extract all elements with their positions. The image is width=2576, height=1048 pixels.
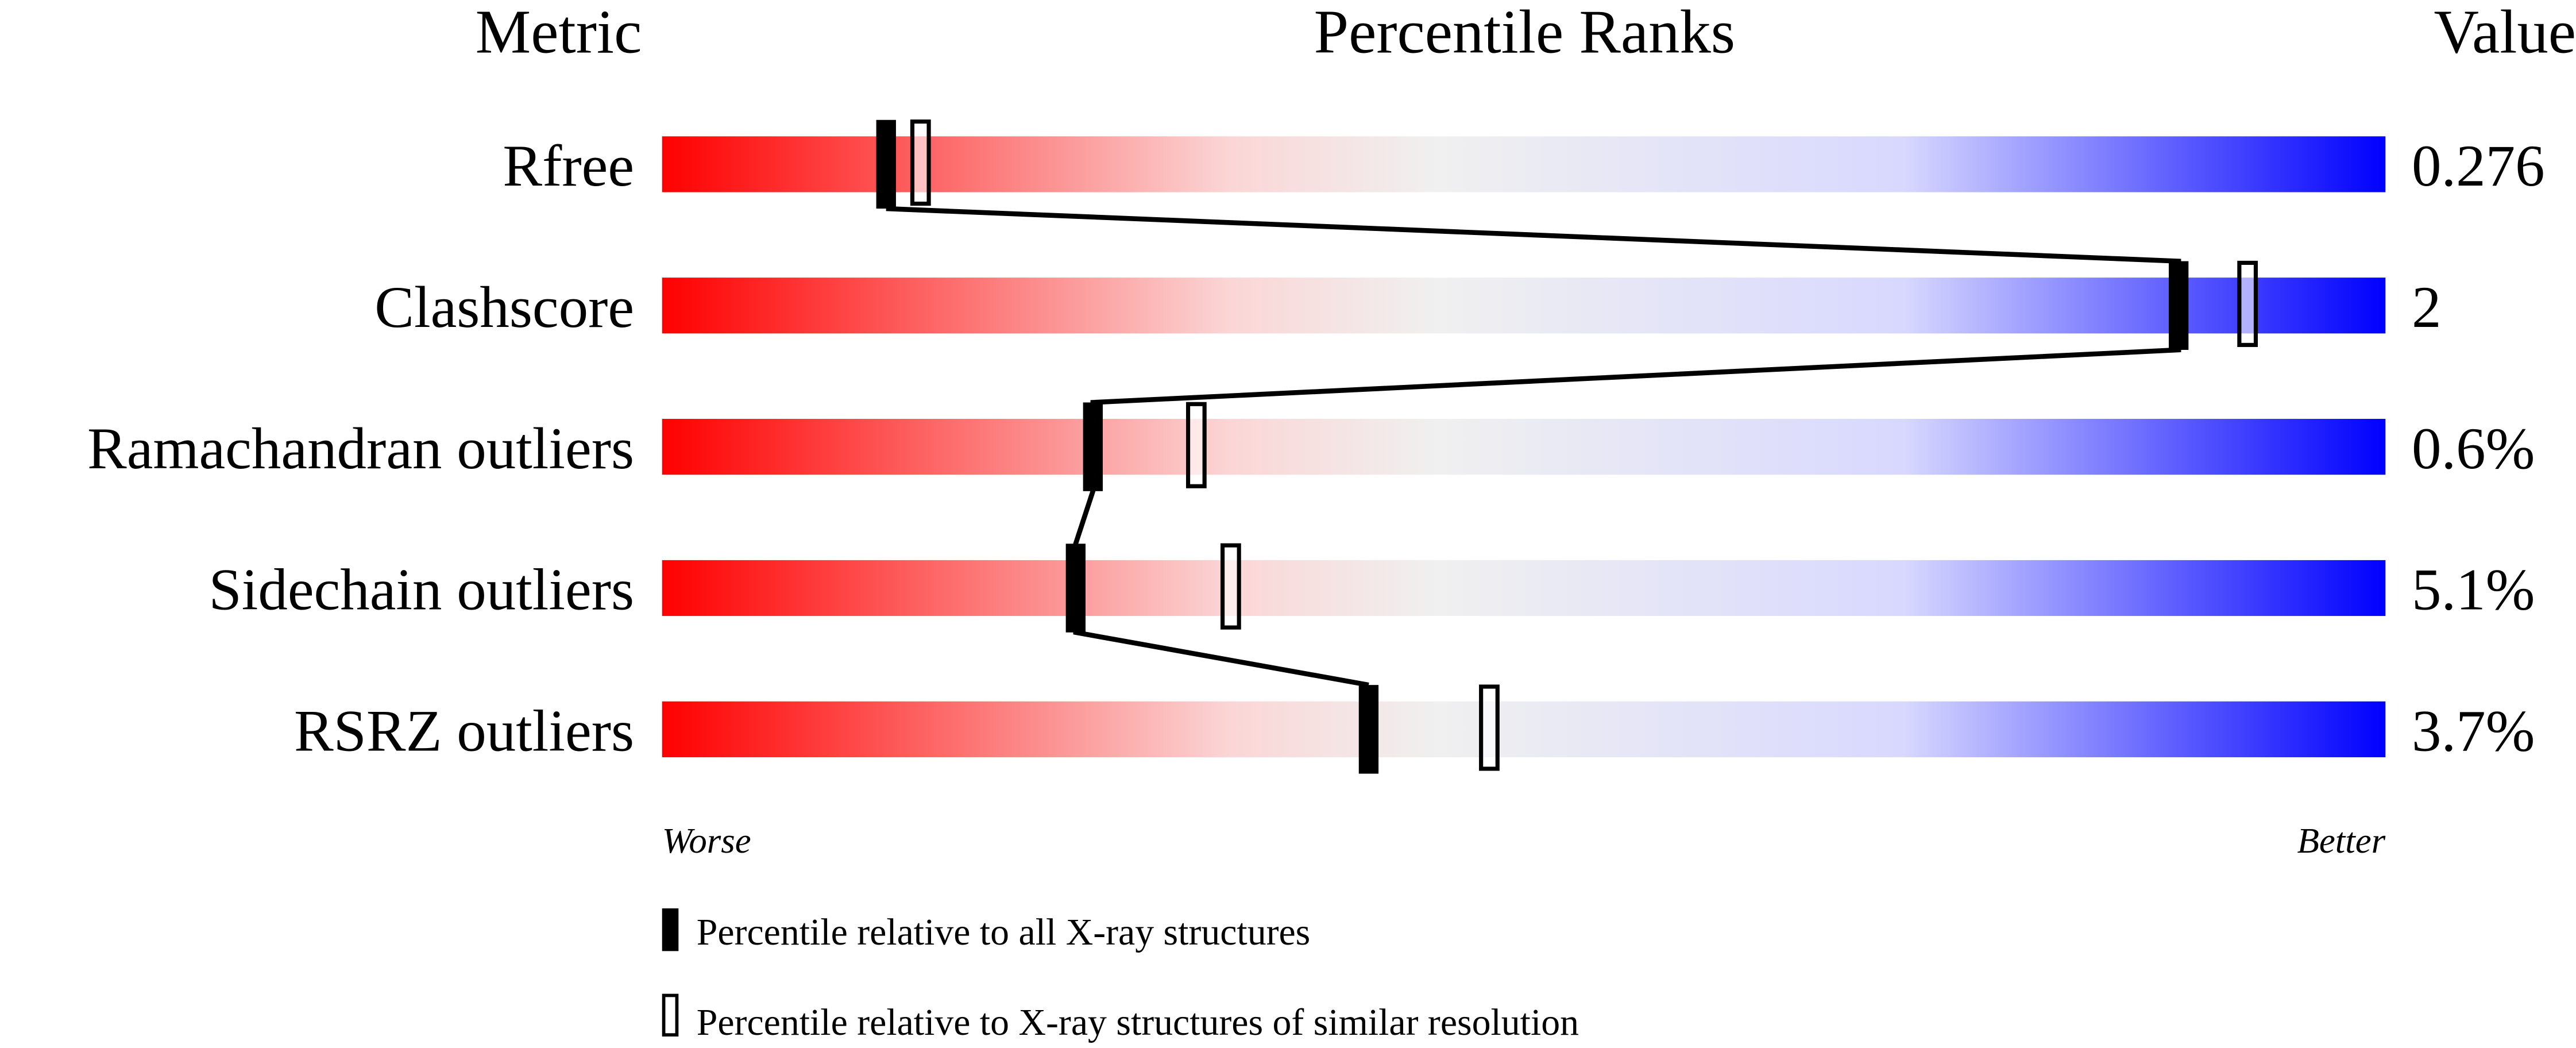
legend-filled-marker bbox=[662, 908, 679, 951]
header-metric: Metric bbox=[476, 0, 642, 66]
legend-filled-label: Percentile relative to all X-ray structu… bbox=[697, 911, 1311, 953]
metric-label: Clashscore bbox=[374, 275, 634, 340]
metric-label: Rfree bbox=[503, 133, 634, 199]
legend-open-marker bbox=[662, 993, 679, 1037]
marker-similar-resolution bbox=[1220, 543, 1241, 630]
percentile-bar bbox=[662, 560, 2386, 617]
marker-all-structures bbox=[1065, 544, 1086, 633]
percentile-bar bbox=[662, 278, 2386, 334]
metric-value: 0.276 bbox=[2412, 133, 2545, 199]
metric-label: Ramachandran outliers bbox=[87, 416, 634, 481]
scale-label-worse: Worse bbox=[662, 820, 751, 861]
percentile-bar bbox=[662, 701, 2386, 757]
metric-value: 2 bbox=[2412, 275, 2441, 340]
metric-value: 3.7% bbox=[2412, 699, 2535, 764]
marker-similar-resolution bbox=[910, 119, 931, 206]
legend-open-label: Percentile relative to X-ray structures … bbox=[697, 1001, 1579, 1043]
metric-label: Sidechain outliers bbox=[208, 557, 634, 623]
marker-similar-resolution bbox=[1479, 684, 1500, 771]
metric-value: 0.6% bbox=[2412, 416, 2535, 481]
percentile-bar bbox=[662, 136, 2386, 192]
marker-similar-resolution bbox=[2237, 260, 2258, 347]
metric-value: 5.1% bbox=[2412, 557, 2535, 623]
marker-all-structures bbox=[1358, 685, 1379, 774]
percentile-bar bbox=[662, 419, 2386, 475]
scale-label-better: Better bbox=[2297, 820, 2385, 861]
marker-similar-resolution bbox=[1185, 402, 1207, 488]
metric-label: RSRZ outliers bbox=[294, 699, 634, 764]
marker-all-structures bbox=[876, 120, 896, 209]
header-value: Value bbox=[2434, 0, 2576, 66]
marker-all-structures bbox=[1083, 402, 1103, 491]
header-percentile-ranks: Percentile Ranks bbox=[1314, 0, 1735, 66]
marker-all-structures bbox=[2168, 261, 2189, 350]
